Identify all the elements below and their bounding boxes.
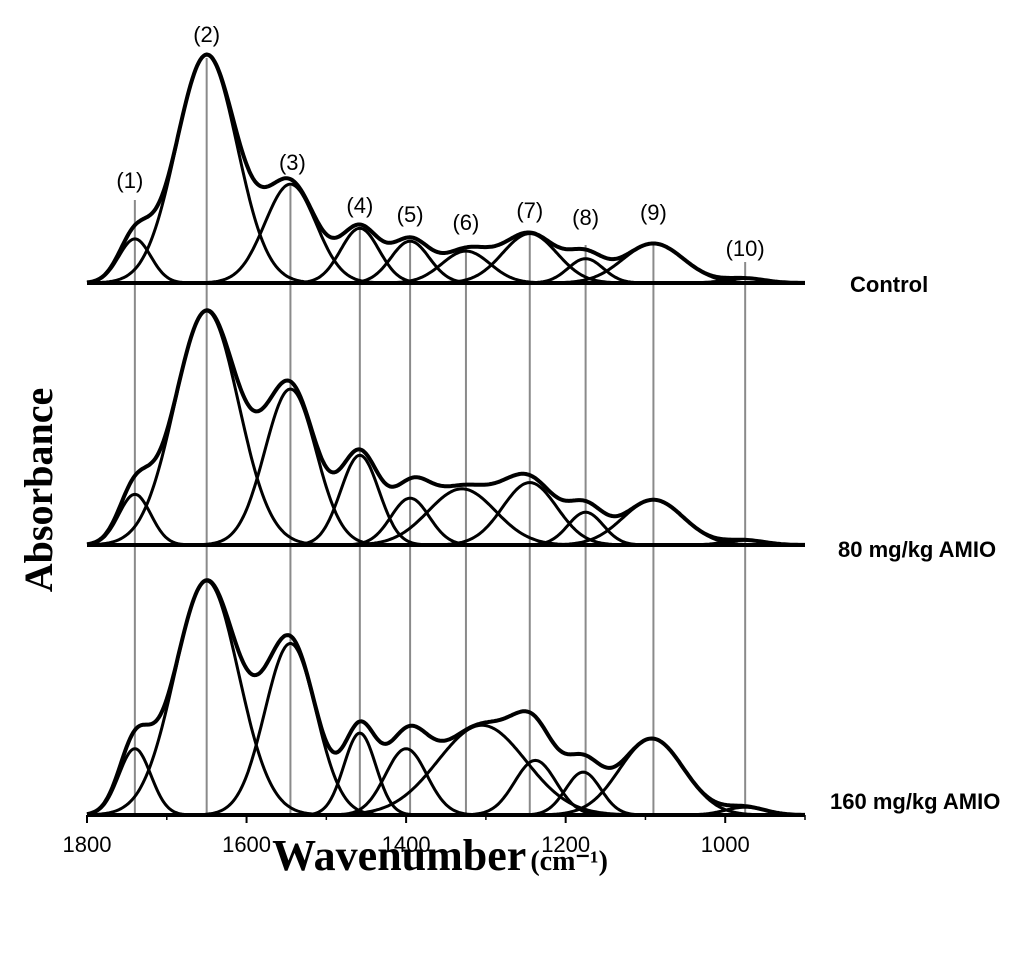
band-labels: (1) (2) (3) (4) (5) (6) (7) (8) (9) (10) (116, 22, 764, 261)
trace-3 (86, 578, 806, 817)
component-peak-5 (87, 496, 805, 547)
band-reference-lines (133, 58, 747, 815)
band-label-9: (9) (640, 200, 667, 225)
x-tick-label-1200: 1200 (541, 832, 590, 857)
band-label-4: (4) (346, 193, 373, 218)
component-peak-3 (87, 387, 805, 547)
x-axis-label-main: Wavenumber (272, 831, 526, 880)
x-tick-label-1400: 1400 (382, 832, 431, 857)
band-label-8: (8) (572, 205, 599, 230)
envelope-curve (86, 578, 806, 817)
band-label-7: (7) (516, 198, 543, 223)
component-peak-5 (87, 747, 805, 817)
envelope-curve (86, 308, 806, 547)
x-axis: 1800 1600 1400 1200 1000 (63, 814, 806, 857)
component-peak-8 (87, 770, 805, 817)
envelope-curve (86, 52, 806, 285)
series-label-1: Control (850, 272, 928, 297)
x-tick-label-1800: 1800 (63, 832, 112, 857)
trace-1 (86, 52, 806, 285)
band-label-1: (1) (116, 168, 143, 193)
band-label-5: (5) (397, 202, 424, 227)
band-label-2: (2) (193, 22, 220, 47)
series-labels: Control 80 mg/kg AMIO 160 mg/kg AMIO (830, 272, 1000, 814)
component-peak-2 (87, 579, 805, 817)
spectra-traces (86, 52, 806, 817)
band-label-6: (6) (452, 210, 479, 235)
x-axis-label: Wavenumber (cm⁻¹) (272, 831, 608, 880)
x-tick-label-1600: 1600 (222, 832, 271, 857)
component-peak-2 (87, 309, 805, 547)
x-axis-label-unit: (cm⁻¹) (530, 846, 608, 877)
y-axis-label: Absorbance (16, 388, 61, 592)
band-label-3: (3) (279, 150, 306, 175)
component-peak-2 (87, 53, 805, 285)
trace-2 (86, 308, 806, 547)
band-label-10: (10) (726, 236, 765, 261)
series-label-2: 80 mg/kg AMIO (838, 537, 996, 562)
component-peak-4 (87, 453, 805, 547)
series-label-3: 160 mg/kg AMIO (830, 789, 1000, 814)
x-tick-label-1000: 1000 (701, 832, 750, 857)
